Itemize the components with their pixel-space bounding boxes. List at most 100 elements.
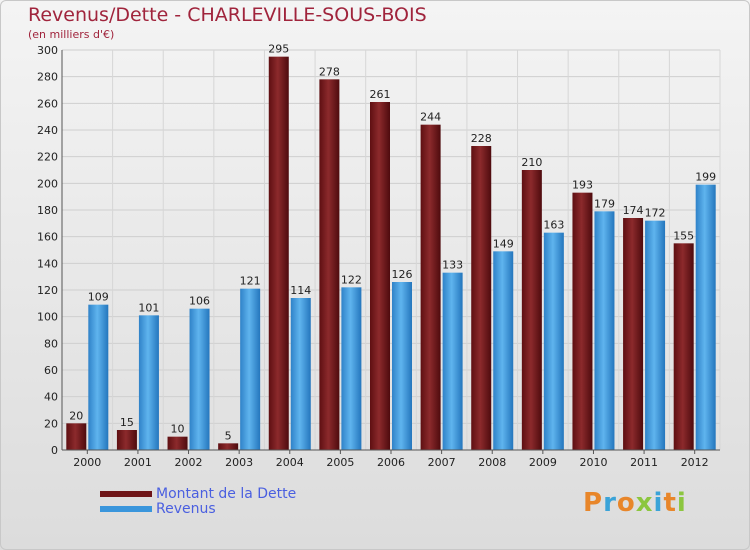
bar-revenue: [189, 308, 210, 450]
bar-revenue: [493, 251, 514, 450]
bar-revenue: [543, 232, 564, 450]
bars: [66, 56, 716, 451]
value-label-debt: 278: [319, 65, 340, 78]
bar-revenue: [645, 220, 666, 450]
logo-letter: x: [635, 488, 654, 518]
y-tick-label: 220: [37, 151, 58, 164]
x-tick-label: 2010: [579, 456, 607, 469]
y-tick-label: 20: [44, 417, 58, 430]
bar-revenue: [88, 304, 109, 450]
value-label-debt: 210: [521, 156, 542, 169]
bar-revenue: [392, 282, 412, 450]
value-label-debt: 261: [370, 88, 391, 101]
bar-debt: [370, 102, 390, 450]
axes: 0204060801001201401601802002202402602803…: [37, 44, 720, 469]
value-label-revenue: 101: [138, 301, 159, 314]
y-tick-label: 100: [37, 311, 58, 324]
logo-letter: o: [616, 488, 636, 518]
bar-debt: [167, 436, 188, 450]
x-tick-label: 2005: [326, 456, 354, 469]
legend: Montant de la Dette Revenus: [100, 486, 296, 517]
logo-letter: i: [653, 488, 664, 518]
value-label-debt: 10: [171, 423, 185, 436]
x-tick-label: 2011: [630, 456, 658, 469]
bar-debt: [218, 443, 239, 450]
legend-item-revenue: Revenus: [100, 501, 296, 517]
x-tick-label: 2001: [124, 456, 152, 469]
y-tick-label: 160: [37, 231, 58, 244]
bar-debt: [66, 423, 87, 450]
value-label-revenue: 133: [442, 259, 463, 272]
x-tick-label: 2006: [377, 456, 405, 469]
value-label-debt: 295: [268, 43, 289, 56]
x-tick-label: 2004: [276, 456, 304, 469]
logo-letter: P: [583, 488, 604, 518]
bar-revenue: [594, 211, 615, 450]
x-tick-label: 2002: [175, 456, 203, 469]
brand-logo: Proxiti: [583, 488, 687, 518]
y-tick-label: 200: [37, 177, 58, 190]
bar-debt: [116, 430, 137, 450]
y-tick-label: 40: [44, 391, 58, 404]
bar-revenue: [290, 298, 311, 450]
x-tick-label: 2008: [478, 456, 506, 469]
bar-revenue: [138, 315, 159, 450]
logo-letter: i: [676, 488, 687, 518]
x-tick-label: 2000: [73, 456, 101, 469]
bar-debt: [572, 192, 593, 450]
value-label-revenue: 114: [290, 284, 311, 297]
value-label-revenue: 179: [594, 197, 615, 210]
bar-debt: [673, 243, 694, 450]
chart-title: Revenus/Dette - CHARLEVILLE-SOUS-BOIS: [28, 4, 427, 26]
value-label-revenue: 126: [392, 268, 413, 281]
y-tick-label: 240: [37, 124, 58, 137]
y-tick-label: 140: [37, 257, 58, 270]
value-label-revenue: 149: [493, 237, 514, 250]
value-label-revenue: 109: [88, 291, 109, 304]
value-label-debt: 20: [69, 409, 83, 422]
legend-item-debt: Montant de la Dette: [100, 486, 296, 502]
x-tick-label: 2003: [225, 456, 253, 469]
y-tick-label: 120: [37, 284, 58, 297]
bar-debt: [521, 170, 542, 450]
y-tick-label: 0: [51, 444, 58, 457]
bar-revenue: [695, 184, 716, 450]
value-label-debt: 15: [120, 416, 134, 429]
bar-debt: [471, 146, 492, 450]
logo-letter: t: [663, 488, 677, 518]
bar-revenue: [341, 287, 362, 450]
x-tick-label: 2007: [428, 456, 456, 469]
value-label-debt: 174: [623, 204, 644, 217]
bar-debt: [268, 56, 289, 451]
y-tick-label: 180: [37, 204, 58, 217]
value-label-debt: 228: [471, 132, 492, 145]
bar-debt: [623, 218, 644, 450]
logo-letter: r: [603, 488, 617, 518]
grid-lines: [61, 49, 721, 451]
bar-debt: [420, 124, 441, 451]
value-label-revenue: 199: [695, 171, 716, 184]
value-label-revenue: 163: [543, 219, 564, 232]
bar-revenue: [240, 288, 261, 450]
x-tick-label: 2012: [681, 456, 709, 469]
bar-debt: [319, 79, 340, 450]
y-tick-label: 80: [44, 337, 58, 350]
bar-revenue: [442, 272, 463, 450]
value-label-debt: 155: [673, 229, 694, 242]
y-tick-label: 300: [37, 44, 58, 57]
value-label-revenue: 172: [645, 207, 666, 220]
value-label-revenue: 122: [341, 273, 362, 286]
value-labels: 20 109 15 101 10 106 5 121 295 114 278 122 261 126 244…: [69, 43, 716, 443]
y-tick-label: 260: [37, 97, 58, 110]
value-label-debt: 5: [225, 429, 232, 442]
value-label-revenue: 121: [240, 275, 261, 288]
chart-subtitle: (en milliers d'€): [28, 28, 115, 41]
value-label-debt: 193: [572, 179, 593, 192]
y-tick-label: 280: [37, 71, 58, 84]
value-label-revenue: 106: [189, 295, 210, 308]
legend-swatch-revenue: [100, 505, 152, 512]
value-label-debt: 244: [420, 111, 441, 124]
x-tick-label: 2009: [529, 456, 557, 469]
y-tick-label: 60: [44, 364, 58, 377]
